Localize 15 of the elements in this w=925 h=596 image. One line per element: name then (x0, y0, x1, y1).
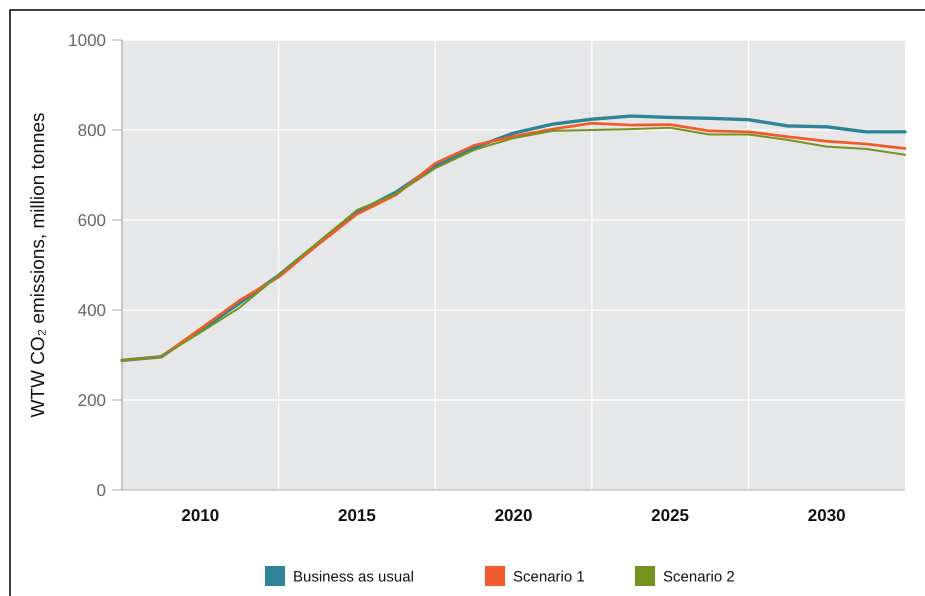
legend-label: Business as usual (293, 568, 414, 586)
y-tick-label: 200 (78, 390, 106, 410)
y-tick-label: 0 (96, 480, 106, 500)
x-tick-label: 2025 (651, 506, 690, 525)
y-tick-label: 800 (78, 120, 106, 140)
y-tick-label: 400 (78, 300, 106, 320)
legend-label: Scenario 1 (513, 568, 585, 586)
x-tick-label: 2030 (808, 506, 846, 525)
x-tick-label: 2015 (338, 506, 376, 525)
y-tick-label: 1000 (68, 30, 106, 50)
y-axis-title: WTW CO₂ emissions, million tonnes (28, 112, 49, 418)
legend-label: Scenario 2 (663, 568, 735, 586)
x-tick-label: 2010 (181, 506, 220, 525)
x-tick-label: 2020 (494, 506, 532, 525)
y-tick-label: 600 (78, 210, 106, 230)
